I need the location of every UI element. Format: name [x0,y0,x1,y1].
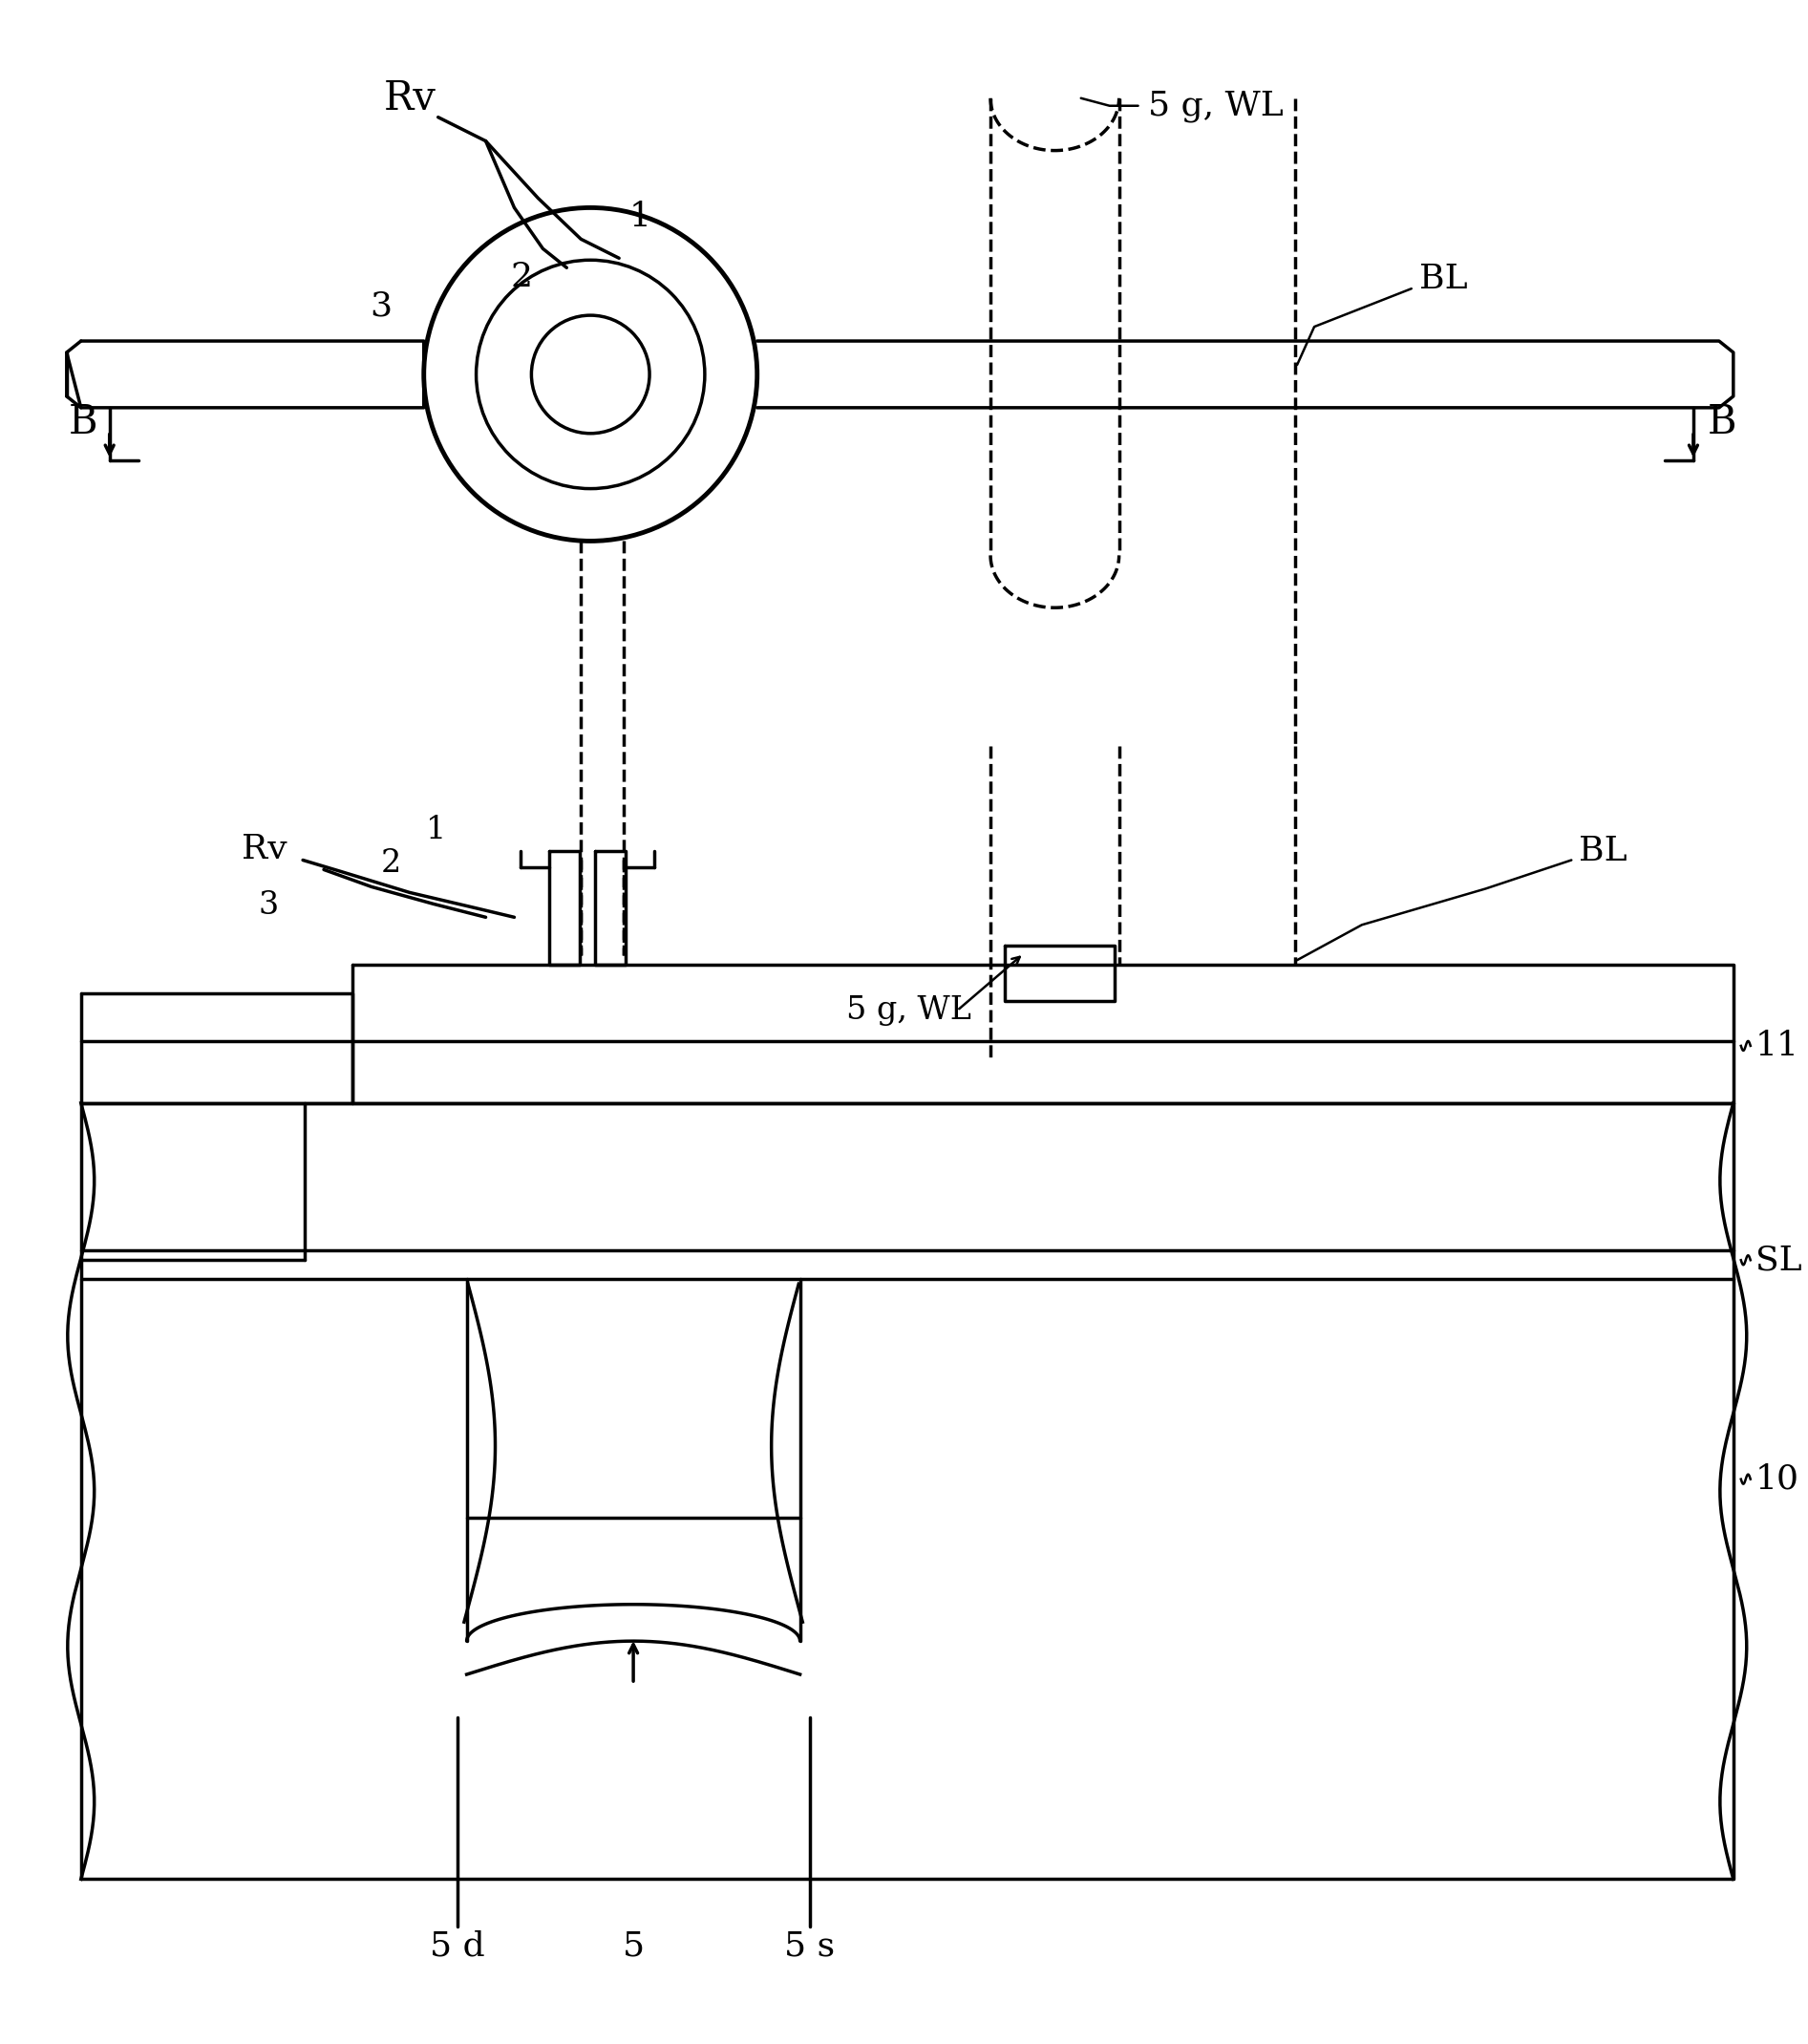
Text: BL: BL [1419,264,1468,294]
Text: B: B [1707,403,1736,442]
Text: 5: 5 [622,1930,644,1962]
Text: 2: 2 [512,262,533,294]
Text: 5 d: 5 d [430,1930,485,1962]
Text: 5 g, WL: 5 g, WL [846,995,971,1026]
Text: 1: 1 [427,814,447,844]
Text: BL: BL [1578,834,1627,867]
Text: 5 s: 5 s [785,1930,835,1962]
Text: 10: 10 [1756,1464,1799,1496]
Text: 5 g, WL: 5 g, WL [1148,90,1284,123]
Text: 1: 1 [629,200,651,233]
Text: 2: 2 [380,848,401,879]
Text: SL: SL [1756,1245,1803,1275]
Text: Rv: Rv [242,832,287,865]
Text: 3: 3 [371,290,392,323]
Text: 11: 11 [1756,1030,1799,1063]
Text: Rv: Rv [383,78,436,119]
Text: 3: 3 [259,891,278,922]
Text: B: B [69,403,98,442]
